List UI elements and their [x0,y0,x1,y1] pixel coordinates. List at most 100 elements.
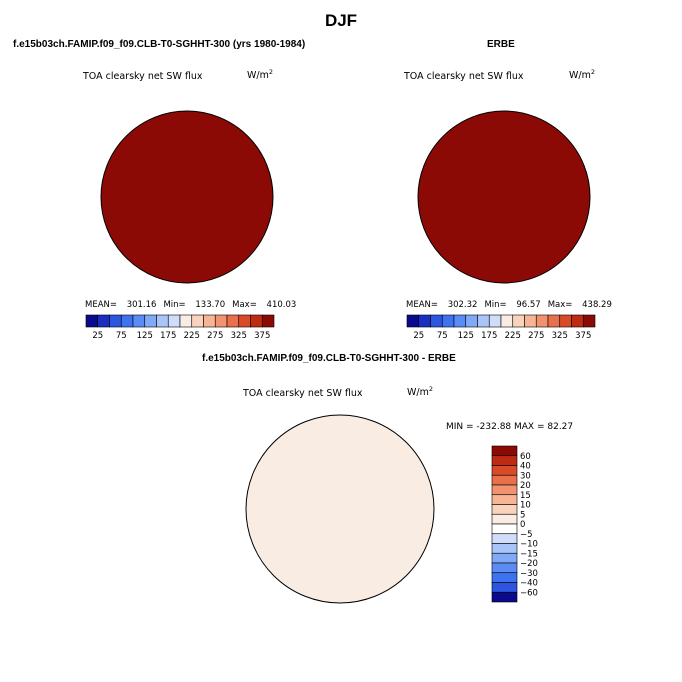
model-colorbar-tick-label: 25 [92,331,103,341]
model-colorbar-box [226,314,240,328]
model-colorbar-tick-label: 275 [207,331,223,341]
obs-colorbar-box [430,314,443,328]
obs-colorbar-box [477,314,490,328]
diff-colorbar-box [491,591,518,603]
obs-colorbar-box [453,314,467,328]
diff-units-label: W/m2 [407,385,433,399]
obs-colorbar-tick-label: 225 [505,331,521,341]
diff-colorbar-tick-label: 5 [520,510,525,520]
diff-colorbar-tick-label: 40 [520,462,531,472]
obs-min: Min= 96.57 [484,300,541,310]
diff-colorbar-tick-label: −30 [520,569,538,579]
obs-colorbar-tick-label: 75 [437,331,448,341]
diff-colorbar-tick-label: 60 [520,452,531,462]
diff-colorbar-box [491,523,518,535]
diff-colorbar-tick-label: −60 [520,588,538,598]
diff-colorbar-tick-label: 30 [520,471,531,481]
diff-colorbar-tick-label: 20 [520,481,531,491]
diff-colorbar-box [491,494,518,505]
model-colorbar-box [120,314,134,328]
obs-colorbar-box [465,314,478,328]
diff-colorbar-box [491,552,518,564]
diff-colorbar-tick-label: 10 [520,501,531,511]
obs-mean: MEAN= 302.32 [406,300,478,310]
diff-colorbar-box [491,513,518,525]
diff-colorbar-box [491,455,518,466]
diff-colorbar-tick-label: −5 [520,530,533,540]
model-colorbar-box [250,314,263,328]
model-colorbar-box [191,314,204,328]
obs-colorbar-tick-label: 175 [481,331,497,341]
model-colorbar-box [144,314,157,328]
obs-colorbar: 25 75 125 175 225 275 325 375 [406,314,596,341]
obs-max: Max= 438.29 [547,300,612,310]
model-colorbar-tick-label: 375 [254,331,270,341]
diff-panel-title: f.e15b03ch.FAMIP.f09_f09.CLB-T0-SGHHT-30… [202,353,456,364]
model-colorbar-box [203,314,216,328]
diff-colorbar-box [491,445,518,457]
figure-title: DJF [324,11,358,30]
model-colorbar-box [85,314,99,328]
obs-map [417,110,591,284]
model-colorbar-tick-label: 325 [231,331,247,341]
obs-colorbar-box [512,314,525,328]
model-map [100,110,274,284]
model-colorbar-tick-label: 225 [184,331,200,341]
obs-colorbar-box [500,314,514,328]
obs-colorbar-box [441,314,455,328]
obs-colorbar-box [488,314,502,328]
obs-variable-label: TOA clearsky net SW flux [404,71,524,82]
diff-colorbar-tick-label: 0 [520,520,525,530]
diff-colorbar-box [491,562,518,574]
diff-colorbar-box [491,504,518,515]
model-panel-title: f.e15b03ch.FAMIP.f09_f09.CLB-T0-SGHHT-30… [13,39,306,50]
diff-colorbar-tick-label: −40 [520,579,538,589]
model-colorbar-box [179,314,193,328]
diff-colorbar-box [491,572,518,583]
model-variable-label: TOA clearsky net SW flux [83,71,203,82]
model-colorbar: 25 75 125 175 225 275 325 375 [85,314,275,341]
diff-colorbar-tick-label: −15 [520,549,538,559]
obs-colorbar-box [535,314,549,328]
obs-colorbar-box [406,314,420,328]
model-colorbar-box [214,314,228,328]
model-colorbar-box [156,314,169,328]
model-colorbar-tick-label: 125 [137,331,153,341]
diff-colorbar-box [491,474,518,486]
obs-units-label: W/m2 [569,68,595,82]
model-min: Min= 133.70 [163,300,226,310]
diff-colorbar-box [491,533,518,544]
diff-colorbar-box [491,484,518,496]
obs-colorbar-box [559,314,572,328]
model-colorbar-box [238,314,251,328]
diff-variable-label: TOA clearsky net SW flux [243,388,363,399]
obs-colorbar-box [547,314,561,328]
obs-colorbar-box [582,314,596,328]
model-colorbar-tick-label: 75 [116,331,127,341]
obs-colorbar-tick-label: 125 [458,331,474,341]
obs-colorbar-box [571,314,584,328]
obs-colorbar-tick-label: 25 [413,331,424,341]
obs-colorbar-box [418,314,431,328]
obs-colorbar-tick-label: 325 [552,331,568,341]
diff-colorbar-box [491,543,518,554]
obs-colorbar-tick-label: 275 [528,331,544,341]
model-colorbar-tick-label: 175 [160,331,176,341]
model-colorbar-box [261,314,275,328]
obs-stats: MEAN= 302.32 Min= 96.57 Max= 438.29 [406,300,612,310]
model-colorbar-box [132,314,146,328]
diff-colorbar-tick-label: −10 [520,540,538,550]
model-colorbar-box [167,314,181,328]
model-colorbar-box [97,314,110,328]
model-units-label: W/m2 [247,68,273,82]
diff-colorbar-box [491,465,518,476]
diff-map [245,414,435,604]
model-max: Max= 410.03 [232,300,297,310]
diff-colorbar-box [491,582,518,593]
obs-panel-title: ERBE [487,39,515,50]
diff-minmax-label: MIN = -232.88 MAX = 82.27 [446,422,574,432]
model-stats: MEAN= 301.16 Min= 133.70 Max= 410.03 [85,300,296,310]
model-colorbar-box [109,314,122,328]
